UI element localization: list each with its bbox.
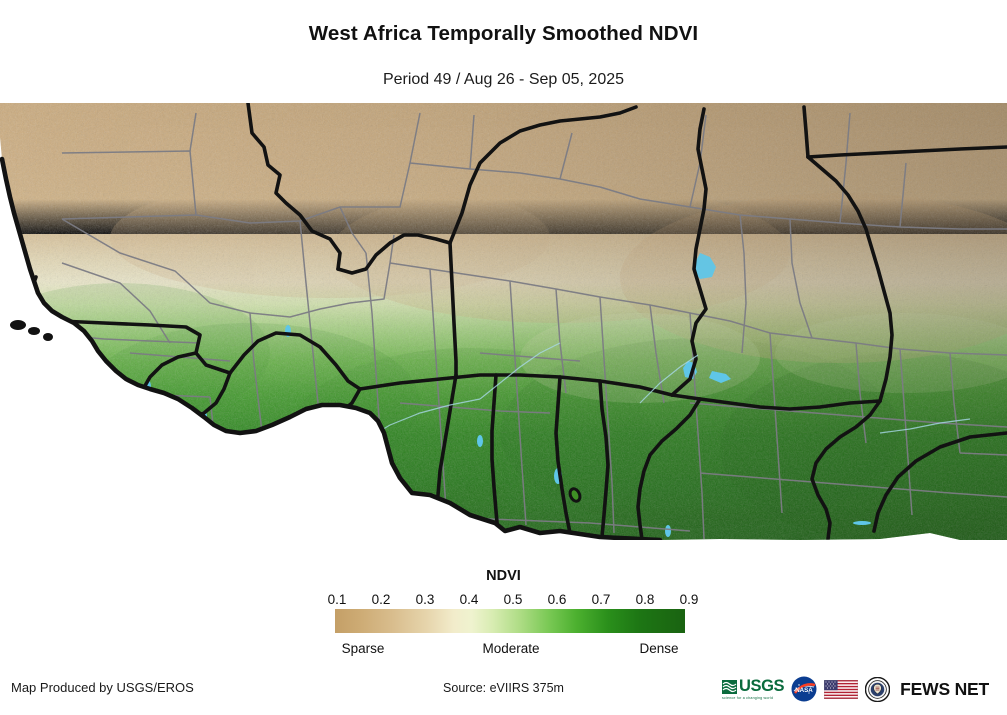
legend-gradient	[335, 609, 685, 633]
legend-tick-6: 0.7	[591, 592, 611, 607]
legend-category-labels: Sparse Moderate Dense	[310, 641, 710, 659]
legend-tick-4: 0.5	[503, 592, 523, 607]
legend-category-sparse: Sparse	[341, 641, 385, 656]
agency-logos: USGS science for a changing world NASA	[722, 672, 989, 706]
coastal-islets	[10, 320, 53, 341]
ndvi-land-surface	[0, 103, 1007, 540]
island-marker	[568, 487, 582, 503]
legend-tick-5: 0.6	[547, 592, 567, 607]
legend-tick-2: 0.3	[415, 592, 435, 607]
legend-title: NDVI	[486, 568, 521, 584]
usgs-logo: USGS science for a changing world	[722, 674, 785, 704]
legend-tick-0: 0.1	[327, 592, 347, 607]
legend-tick-labels: 0.1 0.2 0.3 0.4 0.5 0.6 0.7 0.8 0.9	[310, 592, 710, 610]
rivers	[299, 342, 971, 484]
legend-tick-1: 0.2	[371, 592, 391, 607]
usgs-wave-icon	[722, 679, 737, 694]
page-subtitle: Period 49 / Aug 26 - Sep 05, 2025	[382, 71, 625, 88]
legend-category-moderate: Moderate	[482, 641, 540, 656]
admin-boundaries	[0, 112, 1007, 540]
legend: NDVI 0.1 0.2 0.3 0.4 0.5 0.6 0.7 0.8 0.9…	[0, 540, 1007, 665]
legend-tick-7: 0.8	[635, 592, 655, 607]
map-source: Source: eVIIRS 375m	[443, 681, 564, 695]
page-title: West Africa Temporally Smoothed NDVI	[308, 22, 699, 45]
legend-color-bar	[335, 609, 685, 633]
usgs-tagline: science for a changing world	[722, 695, 774, 700]
legend-tick-3: 0.4	[459, 592, 479, 607]
map-panel[interactable]	[0, 103, 1007, 540]
us-flag-icon	[824, 679, 859, 699]
fews-net-wordmark: FEWS NET	[900, 678, 989, 699]
svg-text:NASA: NASA	[795, 687, 813, 694]
legend-category-dense: Dense	[639, 641, 679, 656]
usgs-wordmark: USGS	[739, 677, 785, 696]
legend-tick-8: 0.9	[679, 592, 699, 607]
nasa-logo-icon: NASA	[791, 676, 817, 702]
ndvi-map-raster[interactable]	[0, 103, 1007, 540]
header: West Africa Temporally Smoothed NDVI Per…	[0, 0, 1007, 103]
state-dept-seal-icon	[865, 676, 891, 702]
coastline	[0, 156, 663, 540]
map-credit: Map Produced by USGS/EROS	[11, 680, 194, 695]
